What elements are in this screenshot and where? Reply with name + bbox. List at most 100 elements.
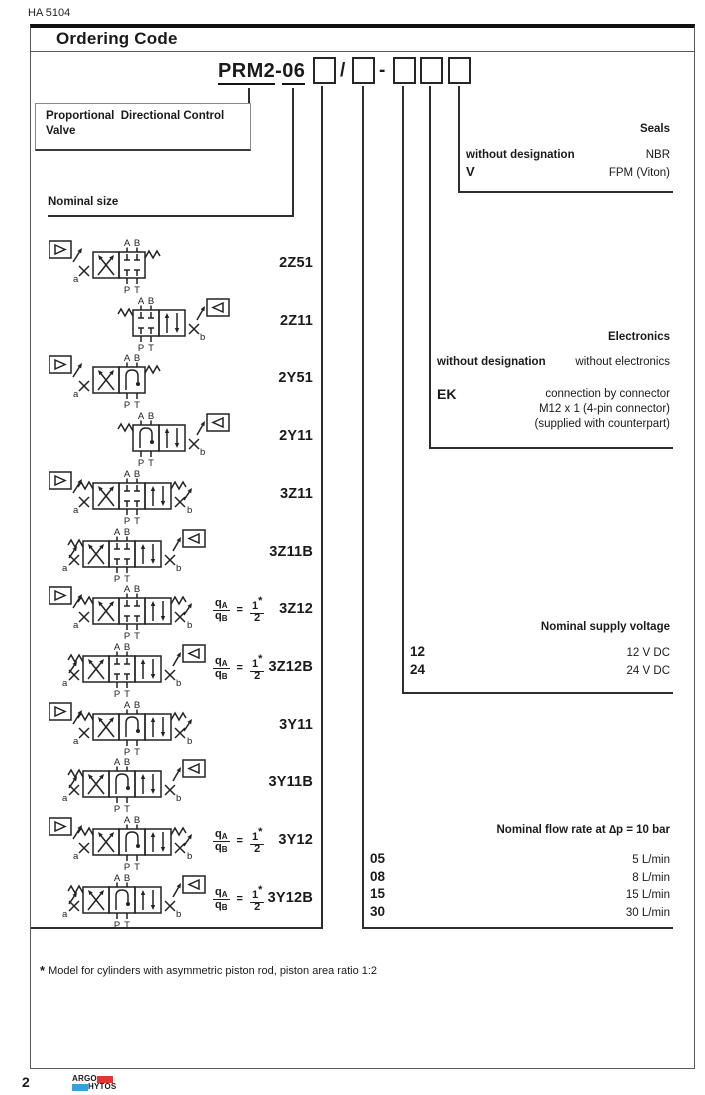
valve-symbol-3Y12B: A B P Ta b	[62, 873, 206, 930]
seals-value: FPM (Viton)	[608, 166, 670, 179]
connector-electronics	[429, 86, 431, 449]
svg-text:b: b	[176, 909, 181, 920]
electronics-value-line: M12 x 1 (4-pin connector)	[538, 402, 670, 415]
flow-value: 5 L/min	[632, 854, 670, 866]
svg-text:B: B	[148, 296, 154, 307]
flow-code: 05	[370, 851, 386, 866]
valve-symbol-2Z11: A B P Tb	[117, 296, 230, 353]
svg-text:b: b	[200, 447, 205, 458]
section-electronics: Electronics without designation without …	[429, 331, 673, 432]
svg-text:b: b	[187, 505, 192, 516]
underline-nominal-size	[48, 215, 294, 217]
code-field-seals	[448, 57, 471, 84]
svg-text:P: P	[124, 285, 130, 295]
code-slash: /	[340, 60, 346, 81]
voltage-code: 12	[410, 644, 426, 659]
page-frame	[30, 24, 695, 1069]
svg-text:A: A	[124, 238, 131, 249]
page-title: Ordering Code	[56, 29, 178, 48]
section-flow: Nominal flow rate at ∆p = 10 bar 05 5 L/…	[362, 824, 673, 921]
svg-text:T: T	[148, 343, 154, 353]
svg-text:B: B	[134, 815, 140, 826]
flow-code: 15	[370, 886, 386, 901]
svg-text:b: b	[176, 678, 181, 689]
voltage-title: Nominal supply voltage	[540, 621, 670, 633]
nominal-size-label: Nominal size	[48, 196, 119, 208]
valve-code: 3Z11B	[269, 544, 313, 560]
code-field-flow	[352, 57, 375, 84]
svg-text:T: T	[134, 400, 140, 410]
svg-text:T: T	[124, 804, 130, 814]
svg-text:a: a	[62, 678, 68, 689]
svg-text:B: B	[134, 469, 140, 480]
svg-text:A: A	[114, 642, 121, 653]
underline-valve-types	[31, 927, 323, 929]
underline-electronics	[429, 447, 673, 449]
valve-code: 2Y11	[279, 428, 313, 444]
svg-text:P: P	[124, 631, 130, 641]
svg-text:P: P	[124, 400, 130, 410]
code-field-electronics	[420, 57, 443, 84]
logo-hytos-text: HYTOS	[88, 1082, 117, 1091]
valve-symbol-2Z51: A B P Ta	[49, 238, 161, 295]
flow-row: 08 8 L/min	[362, 869, 673, 887]
valve-code: 2Y51	[278, 370, 313, 386]
footnote-text: Model for cylinders with asymmetric pist…	[48, 965, 378, 977]
seals-row: V FPM (Viton)	[458, 164, 673, 182]
product-code: PRM2-06	[218, 60, 306, 85]
flow-value: 30 L/min	[625, 906, 670, 919]
valve-code: 2Z51	[279, 255, 313, 271]
svg-text:a: a	[73, 620, 79, 631]
voltage-value: 24 V DC	[626, 664, 670, 677]
svg-text:b: b	[176, 793, 181, 804]
svg-text:A: A	[124, 815, 131, 826]
electronics-row: EK connection by connector M12 x 1 (4-pi…	[429, 385, 673, 432]
connector-flow	[362, 86, 364, 929]
svg-text:a: a	[73, 851, 79, 862]
svg-text:a: a	[62, 909, 68, 920]
valve-symbol-2Y11: A B P Tb	[117, 411, 230, 468]
svg-text:P: P	[124, 862, 130, 872]
electronics-row: without designation without electronics	[429, 355, 673, 371]
svg-text:T: T	[134, 285, 140, 295]
valve-symbol-2Y51: A B P Ta	[49, 353, 161, 410]
svg-text:a: a	[73, 274, 79, 285]
seals-row: without designation NBR	[458, 148, 673, 164]
footnote: * Model for cylinders with asymmetric pi…	[40, 963, 377, 978]
svg-text:b: b	[187, 620, 192, 631]
flow-value: 15 L/min	[625, 889, 670, 901]
flow-title: Nominal flow rate at ∆p = 10 bar	[496, 824, 670, 836]
svg-text:A: A	[124, 584, 131, 595]
valve-symbol-3Y11: A B P Ta b	[49, 700, 192, 757]
seals-title: Seals	[639, 123, 670, 135]
valve-type-label: Proportional Directional Control Valve	[35, 103, 251, 151]
valve-symbol-3Z11: A B P Ta b	[49, 469, 192, 526]
electronics-code: EK	[437, 385, 457, 402]
electronics-value-line: (supplied with counterpart)	[534, 417, 670, 430]
svg-text:a: a	[62, 563, 68, 574]
flow-ratio: qA qB = 1* 2	[213, 884, 265, 913]
valve-code: 3Y11	[279, 717, 313, 733]
valve-symbol-3Y11B: A B P Ta b	[62, 757, 206, 814]
flow-code: 30	[370, 903, 386, 919]
svg-text:b: b	[187, 851, 192, 862]
seals-code: V	[466, 163, 475, 179]
svg-text:A: A	[138, 411, 145, 422]
svg-text:B: B	[134, 584, 140, 595]
svg-text:b: b	[176, 563, 181, 574]
voltage-row: 12 12 V DC	[402, 644, 673, 662]
voltage-value: 12 V DC	[626, 647, 670, 659]
valve-symbol-3Y12: A B P Ta b	[49, 815, 192, 872]
svg-text:B: B	[124, 873, 130, 884]
svg-text:B: B	[134, 353, 140, 364]
valve-symbol-3Z12: A B P Ta b	[49, 584, 192, 641]
valve-symbol-3Z12B: A B P Ta b	[62, 642, 206, 699]
